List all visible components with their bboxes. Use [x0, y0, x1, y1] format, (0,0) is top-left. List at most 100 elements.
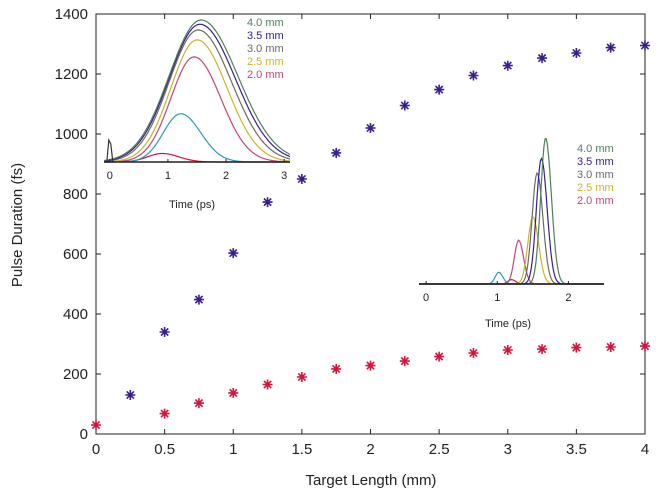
- inset-waveform: [104, 56, 290, 163]
- data-point-series-2: [91, 420, 101, 430]
- marker-stroke: [571, 342, 582, 353]
- marker-stroke: [331, 147, 342, 158]
- data-point-series-1: [365, 123, 376, 133]
- inset-legend-entry: 3.5 mm: [577, 156, 614, 168]
- y-tick-label: 600: [63, 246, 88, 263]
- inset-x-tick-label: 3: [281, 170, 287, 182]
- inset-x-tick-label: 1: [165, 170, 171, 182]
- marker-stroke: [91, 420, 101, 430]
- inset-legend-entry: 2.5 mm: [247, 56, 284, 68]
- data-point-series-1: [640, 40, 650, 51]
- data-point-series-2: [468, 348, 479, 358]
- marker-stroke: [193, 398, 204, 409]
- data-point-series-1: [228, 248, 239, 259]
- main-axes: 0 0.5 1 1.5 2 2.5 3 3.5 4 0 200 400 600 800 1000 1200 1 4…: [55, 6, 650, 458]
- data-point-series-1: [193, 294, 204, 305]
- data-point-series-2: [502, 345, 513, 355]
- main-data-points: [91, 40, 650, 430]
- data-point-series-2: [159, 408, 170, 419]
- data-point-series-1: [159, 327, 170, 337]
- marker-stroke: [228, 387, 239, 398]
- data-point-series-1: [399, 100, 410, 111]
- data-point-series-2: [228, 387, 239, 398]
- marker-stroke: [571, 48, 582, 58]
- y-tick-label: 200: [63, 366, 88, 383]
- marker-stroke: [537, 344, 548, 355]
- x-tick-label: 3: [504, 441, 512, 458]
- inset-legend-entry: 2.5 mm: [577, 182, 614, 194]
- marker-stroke: [262, 197, 273, 208]
- inset-x-tick-label: 0: [423, 292, 429, 304]
- inset-waveform: [103, 39, 291, 163]
- marker-stroke: [296, 372, 307, 382]
- x-tick-label: 0.5: [154, 441, 175, 458]
- data-point-series-1: [502, 60, 513, 71]
- marker-stroke: [331, 363, 342, 374]
- inset-waveform: [103, 23, 291, 162]
- marker-stroke: [468, 348, 479, 358]
- inset-x-tick-label: 0: [107, 170, 113, 182]
- data-point-series-2: [193, 398, 204, 409]
- marker-stroke: [262, 379, 273, 390]
- x-tick-label: 2.5: [429, 441, 450, 458]
- marker-stroke: [399, 356, 410, 367]
- data-point-series-2: [434, 351, 445, 362]
- marker-stroke: [365, 123, 376, 133]
- y-tick-label: 400: [63, 306, 88, 323]
- marker-stroke: [605, 42, 616, 53]
- inset-legend-entry: 4.0 mm: [247, 17, 284, 29]
- x-tick-label: 3.5: [566, 441, 587, 458]
- marker-stroke: [640, 40, 650, 51]
- inset-spike: [106, 137, 114, 163]
- x-axis-title: Target Length (mm): [306, 472, 437, 489]
- inset-legend-entry: 4.0 mm: [577, 143, 614, 155]
- inset-2-x-title: Time (ps): [485, 318, 531, 330]
- inset-legend-entry: 3.5 mm: [247, 30, 284, 42]
- x-tick-label: 0: [92, 441, 100, 458]
- data-point-series-1: [605, 42, 616, 53]
- data-point-series-2: [605, 342, 616, 352]
- y-tick-label: 1000: [55, 126, 88, 143]
- data-point-series-2: [262, 379, 273, 390]
- inset-legend-entry: 3.0 mm: [577, 169, 614, 181]
- inset-waveform: [103, 29, 291, 162]
- data-point-series-1: [125, 390, 136, 400]
- marker-stroke: [640, 341, 650, 352]
- data-point-series-1: [262, 197, 273, 208]
- data-point-series-1: [434, 84, 445, 95]
- data-point-series-1: [537, 53, 548, 64]
- marker-stroke: [468, 70, 479, 81]
- marker-stroke: [228, 248, 239, 259]
- data-point-series-1: [331, 147, 342, 158]
- data-point-series-2: [640, 341, 650, 352]
- inset-1-x-title: Time (ps): [169, 199, 215, 211]
- marker-stroke: [502, 345, 513, 355]
- inset-2-waveforms: 0 1 2 4.0 mm3.5 mm3.0 mm2.5 mm2.0 mm: [419, 137, 614, 304]
- x-tick-label: 2: [366, 441, 374, 458]
- data-point-series-1: [571, 48, 582, 58]
- x-tick-label: 1.5: [291, 441, 312, 458]
- x-tick-label: 1: [229, 441, 237, 458]
- data-point-series-2: [537, 344, 548, 355]
- y-tick-label: 800: [63, 186, 88, 203]
- data-point-series-2: [571, 342, 582, 353]
- inset-x-tick-label: 2: [223, 170, 229, 182]
- marker-stroke: [125, 390, 136, 400]
- marker-stroke: [159, 327, 170, 337]
- data-point-series-2: [399, 356, 410, 367]
- y-tick-label: 1200: [55, 66, 88, 83]
- x-tick-label: 4: [641, 441, 649, 458]
- inset-legend-entry: 2.0 mm: [577, 195, 614, 207]
- marker-stroke: [399, 100, 410, 111]
- data-point-series-1: [468, 70, 479, 81]
- data-point-series-1: [296, 174, 307, 184]
- marker-stroke: [193, 294, 204, 305]
- marker-stroke: [502, 60, 513, 71]
- inset-x-tick-label: 1: [494, 292, 500, 304]
- inset-1-waveforms: 0 1 2 3 4.0 mm3.5 mm3.0 mm2.5 mm2.0 mm: [103, 17, 291, 182]
- inset-waveform: [103, 19, 291, 162]
- marker-stroke: [296, 174, 307, 184]
- marker-stroke: [434, 84, 445, 95]
- data-point-series-2: [365, 360, 376, 371]
